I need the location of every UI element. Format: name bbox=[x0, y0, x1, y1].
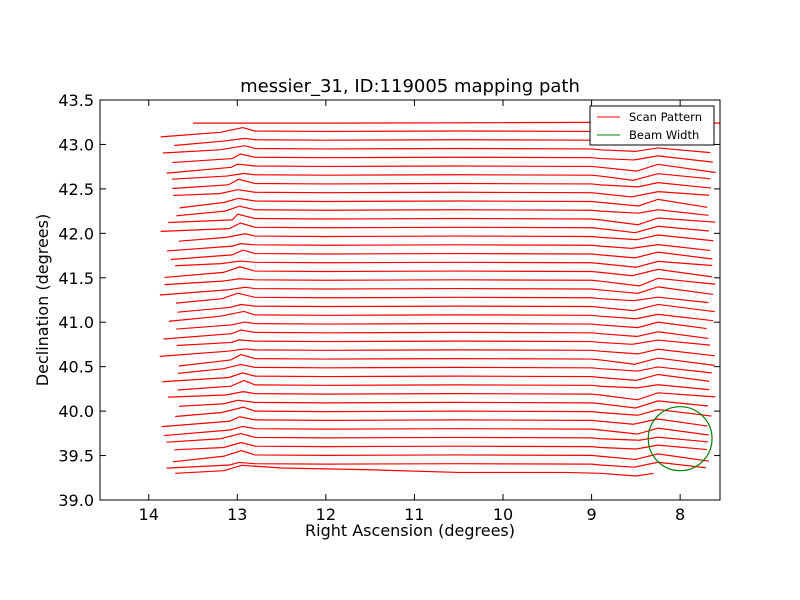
y-tick-label: 40.0 bbox=[58, 402, 94, 421]
y-tick-label: 39.0 bbox=[58, 491, 94, 510]
y-tick-label: 42.0 bbox=[58, 224, 94, 243]
scan-pattern-row bbox=[168, 213, 716, 226]
scan-pattern-row bbox=[174, 441, 707, 451]
beam-width-circle bbox=[647, 406, 713, 472]
scan-pattern-row bbox=[162, 372, 710, 383]
x-tick-label: 13 bbox=[227, 505, 247, 524]
scan-pattern-row bbox=[163, 425, 709, 437]
scan-pattern-row bbox=[164, 277, 716, 287]
scan-pattern-row bbox=[160, 222, 709, 234]
y-axis: 39.0 39.5 40.0 40.5 41.0 41.5 42.0 42.5 43.0 43.5 bbox=[58, 91, 720, 510]
scan-pattern-row bbox=[172, 450, 710, 463]
scan-pattern-row bbox=[177, 303, 715, 313]
chart-title: messier_31, ID:119005 mapping path bbox=[240, 76, 580, 97]
scan-pattern-row bbox=[166, 461, 707, 469]
scan-pattern-row bbox=[177, 363, 712, 374]
y-tick-label: 43.5 bbox=[58, 91, 94, 110]
x-tick-label: 11 bbox=[404, 505, 424, 524]
scan-pattern-row bbox=[178, 353, 715, 367]
scan-pattern-row bbox=[173, 189, 710, 198]
legend-box bbox=[589, 105, 715, 146]
legend: Scan Pattern Beam Width bbox=[589, 105, 715, 146]
plot-frame bbox=[99, 99, 721, 501]
x-tick-label: 8 bbox=[675, 505, 685, 524]
scan-pattern-row bbox=[166, 432, 708, 443]
scan-pattern-row bbox=[175, 260, 713, 268]
scan-pattern-row bbox=[159, 286, 714, 296]
scan-pattern-row bbox=[176, 205, 709, 217]
scan-pattern-row bbox=[176, 292, 709, 304]
scan-pattern-row bbox=[177, 379, 710, 391]
plot-area bbox=[159, 121, 720, 477]
scan-pattern-row bbox=[168, 310, 714, 322]
y-tick-label: 40.5 bbox=[58, 358, 94, 377]
scan-pattern-row bbox=[162, 145, 711, 154]
scan-pattern-row bbox=[172, 153, 713, 164]
y-tick-label: 43.0 bbox=[58, 135, 94, 154]
scan-pattern-row bbox=[175, 406, 712, 418]
scan-pattern-row bbox=[178, 233, 714, 242]
scan-pattern-row bbox=[176, 339, 711, 347]
scan-pattern-row bbox=[163, 329, 709, 340]
y-tick-label: 39.5 bbox=[58, 447, 94, 466]
y-tick-label: 41.0 bbox=[58, 313, 94, 332]
scan-pattern-row bbox=[159, 348, 715, 357]
scan-pattern-row bbox=[178, 399, 709, 409]
y-axis-label: Declination (degrees) bbox=[33, 214, 52, 386]
scan-pattern-row bbox=[170, 249, 713, 261]
scan-pattern-row bbox=[172, 178, 712, 190]
x-axis-label: Right Ascension (degrees) bbox=[305, 521, 515, 540]
scan-pattern-row bbox=[179, 197, 708, 209]
y-tick-label: 42.5 bbox=[58, 180, 94, 199]
scan-pattern-row bbox=[164, 266, 713, 279]
x-tick-label: 14 bbox=[139, 505, 159, 524]
x-tick-label: 9 bbox=[586, 505, 596, 524]
scan-pattern-row bbox=[166, 163, 716, 174]
scan-pattern-row bbox=[166, 243, 711, 252]
scan-pattern-row bbox=[175, 464, 654, 477]
x-tick-label: 10 bbox=[493, 505, 513, 524]
x-tick-label: 12 bbox=[316, 505, 336, 524]
scan-pattern-row bbox=[171, 172, 711, 181]
scan-pattern-row bbox=[161, 416, 708, 428]
scan-pattern-row bbox=[167, 391, 716, 401]
legend-label-scan: Scan Pattern bbox=[629, 110, 702, 124]
y-tick-label: 41.5 bbox=[58, 269, 94, 288]
legend-label-beam: Beam Width bbox=[629, 128, 699, 142]
scan-pattern-row bbox=[176, 321, 707, 330]
x-axis: 14 13 12 11 10 9 8 bbox=[139, 100, 685, 524]
